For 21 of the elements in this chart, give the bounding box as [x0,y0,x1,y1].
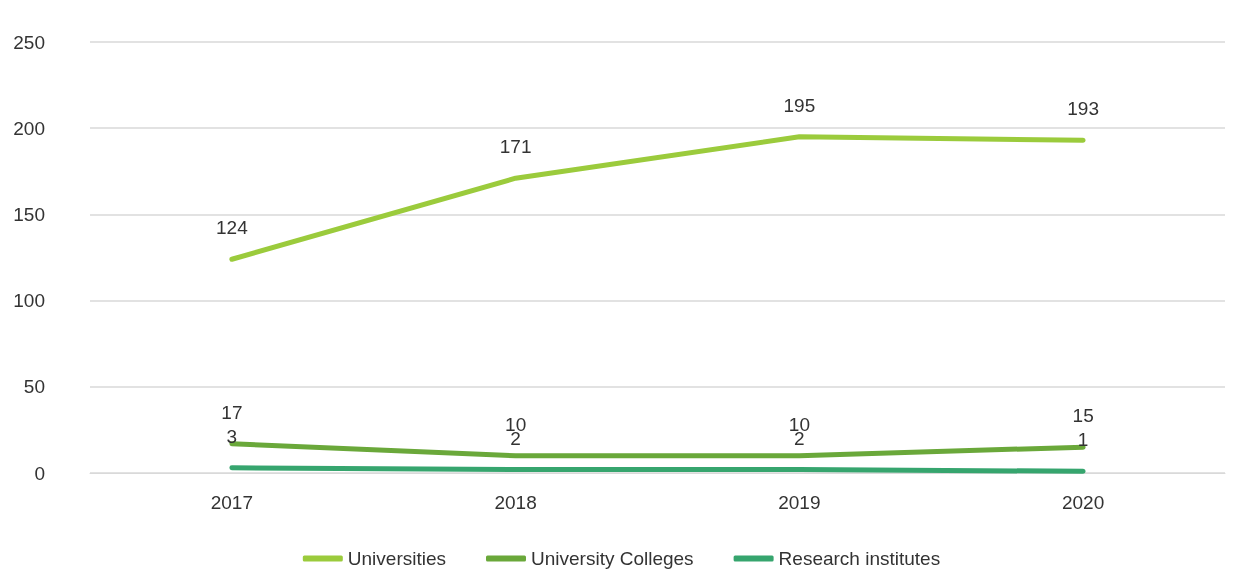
legend-label: Research institutes [778,548,941,569]
data-label: 171 [499,136,532,158]
data-label: 124 [216,217,249,239]
data-label: 15 [1072,405,1094,427]
y-tick-label: 250 [13,31,45,53]
y-tick-label: 150 [13,203,45,225]
data-label: 195 [783,94,816,116]
data-label: 17 [221,401,243,423]
x-tick-label: 2019 [778,492,821,513]
legend-label: Universities [347,548,447,569]
y-tick-label: 200 [13,117,45,139]
y-tick-label: 50 [23,376,45,398]
x-tick-label: 2018 [494,492,537,513]
x-tick-label: 2017 [210,492,254,513]
y-tick-label: 0 [34,462,45,484]
data-label: 1 [1077,429,1089,451]
data-label: 3 [226,425,238,447]
y-tick-label: 100 [13,290,45,312]
data-label: 193 [1067,98,1099,120]
x-tick-label: 2020 [1061,492,1105,513]
legend-label: University Colleges [531,548,694,569]
